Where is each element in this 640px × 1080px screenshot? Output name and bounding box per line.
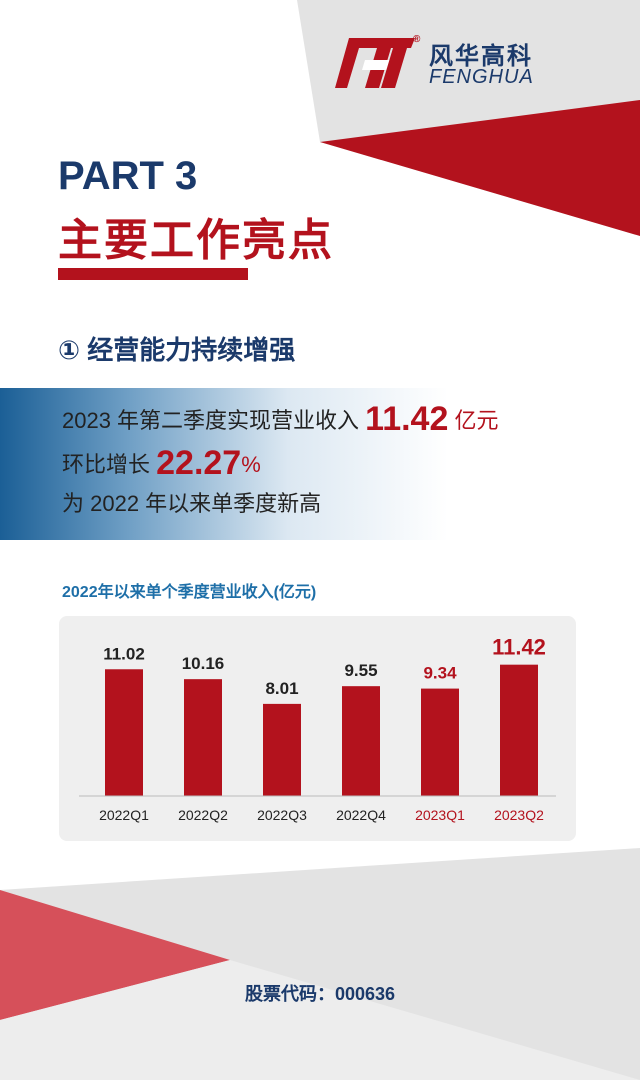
registered-mark: ®: [413, 34, 421, 45]
bottom-white-stripe: [0, 960, 640, 1080]
highlight-line-revenue: 2023 年第二季度实现营业收入 11.42 亿元: [62, 400, 499, 439]
section-heading: ① 经营能力持续增强: [58, 335, 296, 365]
highlight-band: [0, 388, 640, 540]
revenue-bar-chart: 11.02 2022Q1 10.16 2022Q2 8.01 2022Q3 9.55 2022…: [79, 635, 556, 823]
top-red-wedge: [320, 100, 640, 236]
brand-logo: ® 风华高科 FENGHUA: [335, 34, 575, 90]
revenue-value: 11.42: [365, 400, 449, 438]
brand-name-cn: 风华高科: [429, 43, 533, 70]
value-label-2023Q1: 9.34: [423, 664, 457, 683]
tick-label-2022Q4: 2022Q4: [336, 807, 386, 823]
growth-value: 22.27: [156, 444, 242, 482]
tick-label-2022Q1: 2022Q1: [99, 807, 149, 823]
bar-2022Q1: [105, 669, 143, 796]
chart-panel: [59, 616, 576, 841]
chart-title: 2022年以来单个季度营业收入(亿元): [62, 584, 317, 601]
bar-2022Q4: [342, 686, 380, 796]
part-title: PART 3: [58, 154, 198, 198]
revenue-text: 2023 年第二季度实现营业收入: [62, 408, 366, 433]
page-title: 主要工作亮点: [58, 216, 334, 265]
bar-2023Q2: [500, 664, 538, 796]
tick-label-2022Q2: 2022Q2: [178, 807, 228, 823]
stock-code: 股票代码：000636: [244, 984, 396, 1004]
bar-2022Q2: [184, 679, 222, 796]
brand-name-en: FENGHUA: [429, 66, 534, 88]
highlight-line-growth: 环比增长 22.27%: [62, 444, 261, 483]
value-label-2022Q4: 9.55: [344, 661, 377, 680]
growth-text: 环比增长: [62, 452, 157, 477]
value-label-2022Q2: 10.16: [182, 654, 225, 673]
bar-2023Q1: [421, 688, 459, 796]
value-label-2022Q3: 8.01: [265, 679, 298, 698]
bar-2022Q3: [263, 703, 301, 796]
tick-label-2023Q2: 2023Q2: [494, 807, 544, 823]
title-underline: [58, 268, 248, 280]
highlight-line-record: 为 2022 年以来单季度新高: [62, 491, 322, 516]
value-label-2022Q1: 11.02: [103, 644, 145, 663]
fenghua-logo-icon: [335, 38, 415, 88]
tick-label-2023Q1: 2023Q1: [415, 807, 465, 823]
revenue-unit: 亿元: [448, 408, 499, 433]
tick-label-2022Q3: 2022Q3: [257, 807, 307, 823]
value-label-2023Q2: 11.42: [492, 635, 546, 660]
growth-unit: %: [241, 452, 261, 477]
bottom-red-wedge: [0, 890, 230, 1020]
